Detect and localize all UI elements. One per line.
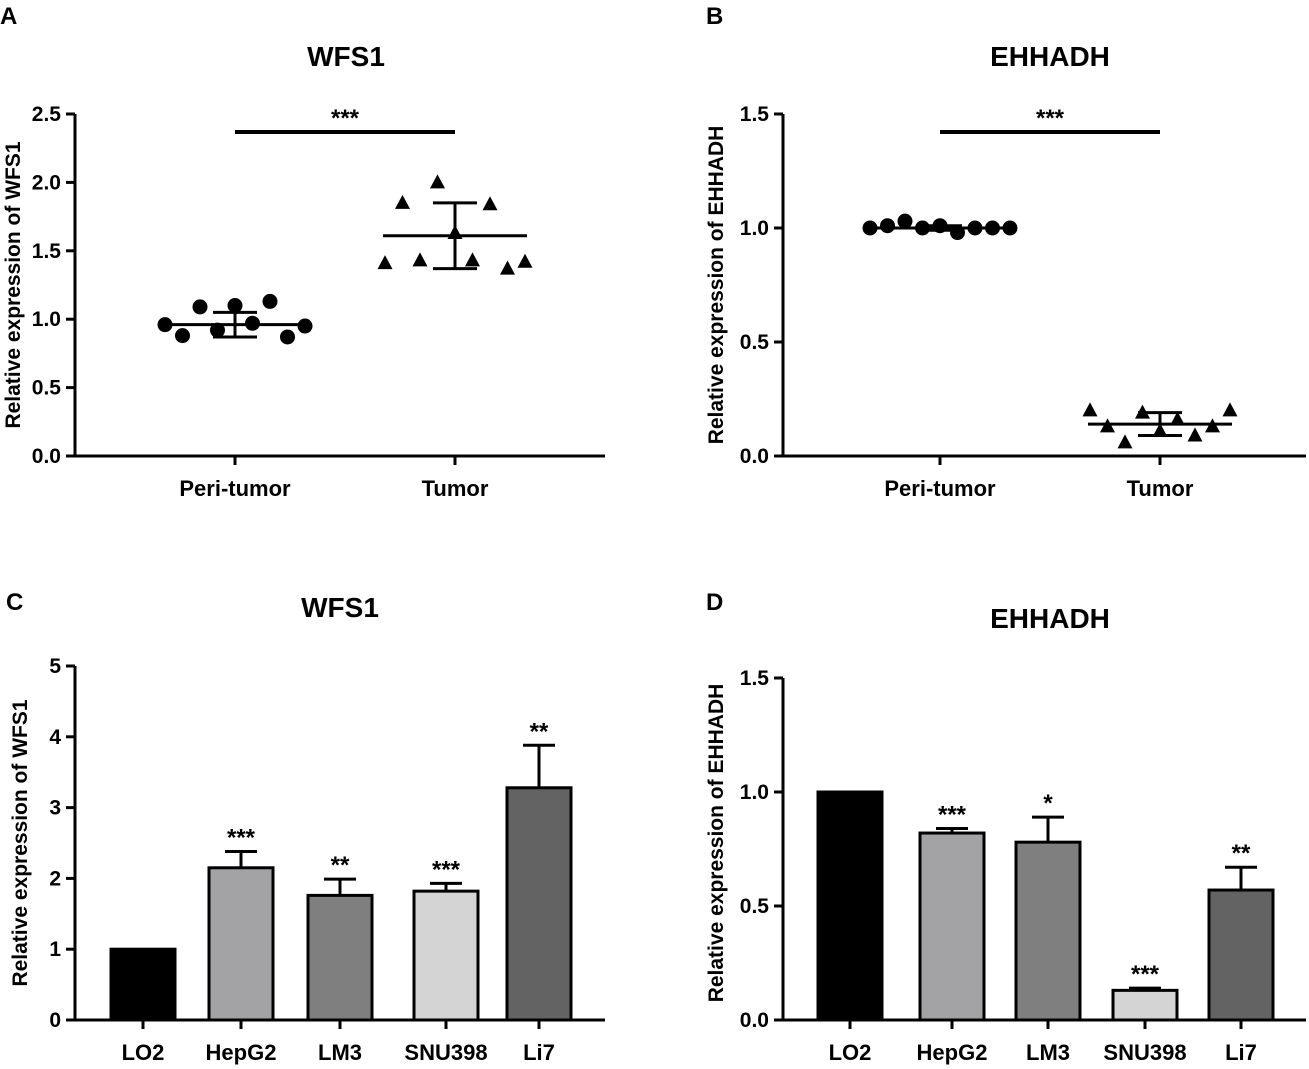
panel-label-a: A [0, 3, 17, 30]
chart-b-ylabel: Relative expression of EHHADH [705, 126, 728, 445]
chart-c-significance-label: *** [432, 856, 461, 883]
chart-c-x-tick-label: SNU398 [404, 1040, 487, 1065]
chart-b-marks: 0.0 0.5 1.0 1.5 Peri-tumor Tumor *** [740, 103, 1306, 501]
chart-d-x-tick-label: LO2 [829, 1040, 872, 1065]
chart-d-marks: 0.0 0.5 1.0 1.5 LO2 *** HepG2 * LM3 *** SNU398 ** Li… [740, 667, 1306, 1065]
chart-c-y-tick-label: 4 [49, 726, 61, 749]
chart-d-significance-label: *** [1131, 961, 1160, 988]
chart-a-x-tick-label: Tumor [422, 476, 489, 501]
chart-b-point [880, 218, 895, 234]
chart-c-y-tick-label: 3 [49, 797, 61, 820]
chart-c-y-tick-label: 0 [49, 1009, 61, 1032]
chart-a-y-tick-label: 1.0 [32, 308, 61, 331]
chart-d-bar [1014, 840, 1082, 1022]
chart-c-bar [505, 786, 573, 1022]
chart-d-x-tick-label: Li7 [1225, 1040, 1257, 1065]
chart-a-marks: 0.0 0.5 1.0 1.5 2.0 2.5 Peri-tumor Tumor *** [32, 103, 605, 501]
chart-b-y-tick-label: 0.5 [740, 331, 770, 354]
chart-a-point [482, 196, 498, 211]
chart-c-significance-label: ** [331, 852, 350, 879]
chart-d-title: EHHADH [990, 603, 1110, 634]
chart-c-bar [412, 889, 480, 1022]
chart-a-ylabel: Relative expression of WFS1 [2, 141, 25, 428]
chart-b-point [1117, 434, 1133, 449]
chart-a-point [500, 260, 515, 275]
chart-c-y-tick-label: 2 [49, 867, 61, 890]
chart-d-x-tick-label: SNU398 [1103, 1040, 1186, 1065]
chart-b-y-tick-label: 1.5 [740, 103, 770, 126]
chart-c-x-tick-label: HepG2 [206, 1040, 277, 1065]
chart-c-x-tick-label: LM3 [318, 1040, 362, 1065]
chart-c-bar [109, 947, 177, 1022]
chart-a-y-tick-label: 2.0 [32, 171, 61, 194]
chart-b-y-tick-label: 1.0 [740, 217, 769, 240]
chart-c-significance-label: ** [530, 718, 549, 745]
chart-c-bar [207, 866, 275, 1022]
chart-b-point [1187, 427, 1203, 442]
chart-d-bar [918, 831, 986, 1022]
chart-c-y-tick-label: 1 [49, 938, 61, 961]
chart-d-y-tick-label: 1.5 [740, 667, 770, 690]
chart-d-ylabel: Relative expression of EHHADH [705, 684, 728, 1003]
chart-d-bar [816, 790, 884, 1022]
chart-a-point [412, 252, 428, 267]
chart-b-point [1222, 402, 1238, 417]
panel-a: A WFS1 Relative expression of WFS1 0.00.… [0, 3, 605, 501]
chart-a-point [377, 255, 393, 270]
chart-a-point [210, 322, 225, 338]
chart-c-y-tick-label: 5 [49, 655, 61, 678]
chart-b-title: EHHADH [990, 41, 1110, 72]
chart-a-point [227, 298, 243, 314]
panel-label-c: C [6, 589, 23, 616]
chart-c-ylabel: Relative expression of WFS1 [9, 699, 32, 986]
chart-c-marks: 0 1 2 3 4 5 LO2 *** HepG2 ** LM3 *** SNU398 ** Li7 [49, 655, 605, 1065]
chart-a-title: WFS1 [307, 41, 385, 72]
panel-label-b: B [706, 3, 723, 30]
chart-c-significance-label: *** [227, 824, 256, 851]
chart-a-y-tick-label: 0.0 [32, 445, 61, 468]
chart-d-x-tick-label: HepG2 [917, 1040, 988, 1065]
chart-a-point [465, 252, 480, 267]
chart-d-y-tick-label: 1.0 [740, 781, 769, 804]
chart-b-point [1170, 411, 1185, 426]
chart-d-significance-label: *** [938, 801, 967, 828]
chart-b-significance-label: *** [1036, 105, 1065, 132]
chart-c-x-tick-label: Li7 [523, 1040, 555, 1065]
chart-a-point [262, 293, 278, 309]
chart-c-bar [306, 893, 374, 1022]
chart-a-y-tick-label: 0.5 [32, 377, 62, 400]
chart-a-significance-label: *** [331, 105, 360, 132]
chart-a-y-tick-label: 2.5 [32, 103, 62, 126]
chart-d-x-tick-label: LM3 [1026, 1040, 1070, 1065]
chart-a-point [175, 328, 190, 344]
chart-c-title: WFS1 [301, 592, 379, 623]
chart-a-y-tick-label: 1.5 [32, 240, 62, 263]
chart-a-point [517, 253, 533, 268]
chart-a-point [430, 174, 445, 189]
chart-d-y-tick-label: 0.5 [740, 895, 770, 918]
chart-d-bar [1207, 888, 1275, 1022]
chart-d-significance-label: ** [1232, 840, 1251, 867]
chart-d-significance-label: * [1043, 790, 1053, 817]
panel-b: B EHHADH Relative expression of EHHADH 0… [705, 3, 1306, 501]
chart-b-x-tick-label: Peri-tumor [884, 476, 996, 501]
chart-a-point [395, 194, 410, 209]
panel-d: D EHHADH Relative expression of EHHADH 0… [705, 589, 1306, 1065]
chart-b-x-tick-label: Tumor [1127, 476, 1194, 501]
chart-b-point [1082, 402, 1098, 417]
chart-a-point [192, 299, 208, 315]
chart-b-point [897, 213, 913, 229]
chart-c-x-tick-label: LO2 [122, 1040, 165, 1065]
chart-d-bar [1111, 988, 1179, 1022]
chart-d-y-tick-label: 0.0 [740, 1009, 769, 1032]
chart-b-y-tick-label: 0.0 [740, 445, 769, 468]
chart-a-x-tick-label: Peri-tumor [179, 476, 291, 501]
chart-a-point [280, 329, 295, 345]
panel-c: C WFS1 Relative expression of WFS1 0 1 2 3 4… [6, 589, 605, 1065]
panel-label-d: D [706, 589, 723, 616]
